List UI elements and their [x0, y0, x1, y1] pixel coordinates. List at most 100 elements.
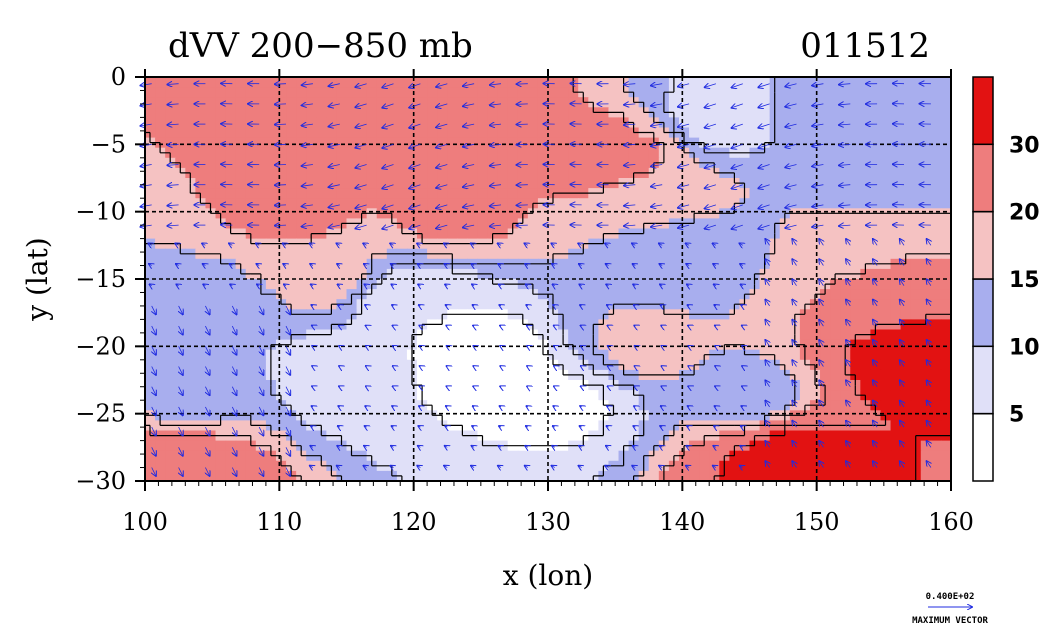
field-cell [376, 258, 388, 270]
wind-vector [232, 346, 236, 354]
field-cell [648, 147, 660, 159]
wind-vector [687, 446, 690, 448]
field-cell [699, 470, 710, 482]
field-cell [729, 450, 741, 462]
field-cell [940, 400, 952, 411]
wind-vector [141, 144, 152, 146]
field-cell [910, 178, 922, 189]
field-cell [245, 198, 257, 209]
field-cell [689, 107, 700, 118]
field-cell [668, 279, 680, 290]
field-cell [447, 178, 458, 189]
field-cell [265, 157, 277, 169]
field-cell [145, 279, 156, 290]
field-cell [185, 390, 196, 401]
field-cell [820, 410, 831, 421]
wind-vector [873, 279, 877, 286]
field-cell [809, 248, 821, 260]
field-cell [376, 178, 388, 189]
field-cell [346, 167, 358, 179]
field-cell [356, 248, 368, 260]
field-cell [275, 258, 287, 270]
wind-vector [900, 259, 904, 266]
field-cell [689, 268, 700, 280]
field-cell [618, 470, 630, 482]
wind-vector [302, 104, 313, 106]
field-cell [658, 319, 670, 331]
wind-vector [152, 386, 156, 395]
field-cell [145, 329, 156, 341]
wind-vector [355, 124, 367, 127]
field-cell [900, 87, 912, 98]
field-cell [779, 238, 791, 250]
wind-vector [900, 461, 904, 468]
field-cell [286, 420, 297, 432]
field-cell [880, 430, 892, 442]
field-cell [890, 238, 902, 250]
wind-vector [364, 466, 367, 468]
field-cell [225, 400, 237, 411]
wind-vector [205, 346, 209, 354]
field-cell [306, 470, 317, 482]
field-cell [789, 137, 801, 149]
wind-vector [409, 124, 421, 128]
field-cell [245, 77, 257, 88]
field-cell [326, 167, 338, 179]
field-cell [850, 359, 861, 371]
field-cell [890, 329, 902, 341]
field-cell [165, 97, 176, 108]
field-cell [467, 390, 479, 401]
field-cell [930, 470, 942, 482]
colorbar-label: 10 [1009, 335, 1040, 360]
field-cell [517, 147, 529, 159]
field-cell [860, 289, 871, 300]
wind-vector [553, 305, 555, 306]
field-cell [729, 410, 741, 421]
field-cell [195, 147, 207, 159]
field-cell [860, 198, 871, 209]
field-cell [749, 410, 761, 421]
field-cell [910, 238, 922, 250]
field-cell [427, 178, 438, 189]
field-cell [346, 369, 358, 381]
field-cell [306, 87, 317, 98]
field-cell [850, 309, 861, 320]
field-cell [668, 167, 680, 179]
field-cell [678, 268, 690, 280]
field-cell [356, 339, 368, 351]
field-cell [336, 248, 348, 260]
wind-vector [259, 366, 263, 375]
wind-vector [284, 284, 286, 285]
field-cell [286, 258, 297, 270]
field-cell [195, 289, 207, 300]
field-cell [316, 97, 327, 108]
field-cell [326, 349, 338, 361]
field-cell [447, 289, 458, 300]
field-cell [326, 127, 338, 139]
field-cell [799, 258, 811, 270]
field-cell [779, 97, 791, 108]
wind-vector [714, 284, 716, 285]
field-cell [245, 339, 257, 351]
field-cell [447, 410, 458, 421]
field-cell [890, 248, 902, 260]
field-cell [779, 430, 791, 442]
field-cell [658, 410, 670, 421]
field-cell [568, 329, 579, 341]
field-cell [850, 299, 861, 310]
field-cell [860, 167, 871, 179]
field-cell [145, 390, 156, 401]
field-cell [417, 430, 428, 442]
field-cell [749, 77, 761, 88]
field-cell [396, 157, 408, 169]
field-cell [245, 279, 257, 290]
x-tick-label: 140 [659, 508, 705, 536]
field-cell [799, 97, 811, 108]
field-cell [870, 309, 882, 320]
field-cell [296, 299, 307, 310]
colorbar-swatch [972, 345, 994, 415]
field-cell [900, 420, 912, 432]
field-cell [668, 329, 680, 341]
field-cell [769, 137, 781, 149]
field-cell [457, 208, 468, 219]
